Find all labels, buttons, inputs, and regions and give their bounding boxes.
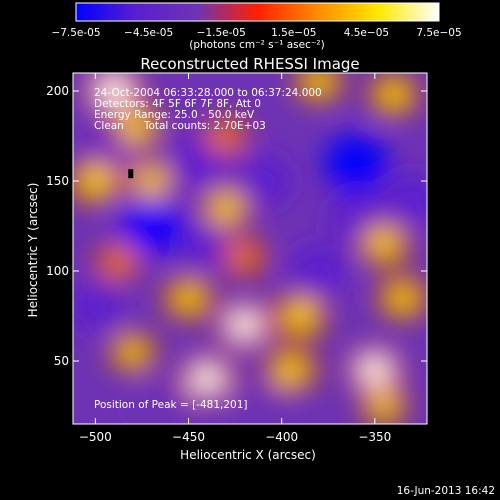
- y-ticks: 50 100 150 200: [46, 84, 427, 368]
- x-tick-label: −450: [172, 430, 205, 444]
- hot-spot-core: [230, 244, 258, 269]
- peak-position-label: Position of Peak = [-481,201]: [94, 399, 248, 411]
- hot-spot-core: [387, 284, 418, 312]
- hot-spot-core: [378, 80, 409, 109]
- colorbar-tick-label: −1.5e-05: [197, 27, 246, 39]
- y-tick-label: 100: [46, 264, 69, 278]
- colorbar: −7.5e-05 −4.5e-05 −1.5e-05 1.5e−05 4.5e−05 7.…: [51, 2, 462, 51]
- annotation-total-counts: Clean Total counts: 2.70E+03: [94, 120, 266, 132]
- footer-timestamp: 16-Jun-2013 16:42: [397, 485, 495, 497]
- cold-spot: [73, 283, 122, 331]
- annotation-time-range: 24-Oct-2004 06:33:28.000 to 06:37:24.000: [94, 87, 322, 99]
- hot-spot-core: [79, 166, 112, 196]
- hot-spot-core: [304, 73, 334, 96]
- plot-frame: [72, 72, 428, 425]
- colorbar-ramp: [75, 2, 440, 22]
- hot-spot-core: [121, 113, 152, 141]
- hot-spot-core: [190, 363, 225, 395]
- colorbar-ticks: −7.5e-05 −4.5e-05 −1.5e-05 1.5e−05 4.5e−05 7.…: [51, 27, 461, 39]
- hot-spot-core: [357, 354, 392, 386]
- y-tick-label: 200: [46, 84, 69, 98]
- cold-spot: [384, 174, 427, 224]
- heatmap-image: [73, 73, 427, 424]
- hot-spot-core: [210, 194, 241, 222]
- x-axis-label: Heliocentric X (arcsec): [180, 448, 316, 462]
- hot-spot-core: [118, 339, 147, 365]
- hot-spot-core: [136, 167, 166, 195]
- y-axis-label: Heliocentric Y (arcsec): [26, 183, 40, 318]
- hot-spot-core: [173, 284, 204, 312]
- colorbar-tick-label: −4.5e-05: [124, 27, 173, 39]
- hot-spot-core: [275, 355, 307, 385]
- cold-spot: [119, 197, 184, 255]
- x-tick-label: −350: [358, 430, 391, 444]
- annotation-detectors: Detectors: 4F 5F 6F 7F 8F, Att 0: [94, 98, 261, 110]
- cold-spot: [234, 155, 292, 207]
- hot-spot-core: [368, 229, 400, 259]
- cold-spot: [290, 245, 348, 297]
- cold-spot: [180, 220, 234, 268]
- colorbar-tick-label: 1.5e−05: [271, 27, 316, 39]
- cold-spot: [324, 134, 389, 192]
- hot-spot-core: [95, 74, 132, 108]
- y-tick-label: 150: [46, 174, 69, 188]
- hot-spot-core: [104, 249, 132, 275]
- peak-marker: [128, 169, 134, 179]
- y-tick-label: 50: [54, 354, 69, 368]
- cold-spot: [238, 384, 288, 424]
- colorbar-tick-label: 4.5e−05: [344, 27, 389, 39]
- x-tick-label: −400: [265, 430, 298, 444]
- info-annotations: 24-Oct-2004 06:33:28.000 to 06:37:24.000…: [94, 87, 322, 132]
- x-ticks: −500 −450 −400 −350: [79, 73, 391, 444]
- cold-spot: [135, 383, 187, 424]
- colorbar-tick-label: 7.5e−05: [416, 27, 461, 39]
- annotation-energy-range: Energy Range: 25.0 - 50.0 keV: [94, 109, 255, 121]
- hot-spot-core: [370, 393, 399, 419]
- chart-title: Reconstructed RHESSI Image: [140, 55, 359, 73]
- hot-spot-core: [227, 309, 262, 341]
- x-tick-label: −500: [79, 430, 112, 444]
- colorbar-unit-label: (photons cm⁻² s⁻¹ asec⁻²): [189, 39, 324, 51]
- hot-spot-core: [212, 123, 240, 149]
- hot-spot-core: [283, 301, 317, 331]
- plot-area: −500 −450 −400 −350 50 100 150 200 24-Oct-2004…: [46, 72, 428, 444]
- colorbar-tick-label: −7.5e-05: [51, 27, 100, 39]
